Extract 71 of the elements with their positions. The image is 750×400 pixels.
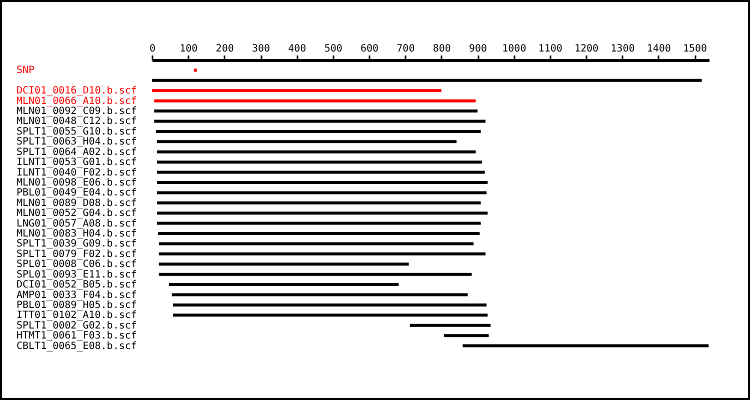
x-tick-label: 600 [360,44,379,54]
bar [154,110,478,113]
bar [169,283,399,286]
y-tick-label: MLN01_0098_E06.b.scf [16,177,137,188]
bar [152,89,442,92]
y-tick-label: MLN01_0048_C12.b.scf [16,116,137,128]
bar [158,252,486,256]
x-tick-label: 500 [324,44,342,54]
bar [154,120,486,123]
y-tick-label: ITT01_0102_A10.b.scf [16,310,137,322]
y-tick-label: ILNT1_0040_F02.b.scf [16,167,137,178]
x-tick-label: 200 [216,44,234,54]
y-tick-label: SPLT1_0055_G10.b.scf [16,126,137,138]
y-tick-label: SNP [16,65,35,76]
bar [172,303,487,306]
y-tick-label: SPLT1_0079_F02.b.scf [16,248,137,260]
y-tick-label: PBL01_0089_H05.b.scf [16,300,137,311]
bar [156,130,481,133]
x-tick-label: 700 [396,44,415,54]
bar [158,272,472,276]
bar [157,150,476,154]
x-tick-label: 1200 [574,44,599,54]
x-tick-label: 1300 [610,44,635,54]
bar [157,201,481,204]
bar [444,334,489,338]
y-tick-label: SPL01_0093_E11.b.scf [16,269,137,280]
x-tick-label: 400 [288,44,306,54]
bar [462,344,709,348]
y-tick-label: CBLT1_0065_E08.b.scf [16,340,137,352]
x-tick-label: 800 [432,44,451,54]
x-tick-label: 1000 [502,44,526,54]
y-tick-label: PBL01_0049_E04.b.scf [16,188,137,199]
x-tick-label: 1500 [682,44,708,54]
x-tick-label: 100 [180,44,198,54]
x-tick-label: 1100 [538,44,562,54]
bar [152,78,702,82]
bar [157,160,482,164]
y-tick-label: AMP01_0033_F04.b.scf [16,290,137,301]
bar [158,232,480,236]
bar [157,212,488,215]
y-tick-label: SPLT1_0063_H04.b.scf [16,136,137,148]
bar [172,293,468,296]
bar [157,170,485,174]
y-tick-label: SPL01_0008_C06.b.scf [16,259,137,270]
bar [158,262,409,266]
bar [194,68,197,72]
bar [172,314,488,317]
y-tick-label: DCI01_0052_B05.b.scf [16,280,137,291]
bar [157,180,488,184]
bar [157,140,457,144]
y-tick-label: MLN01_0052_G04.b.scf [16,208,137,220]
y-tick-label: MLN01_0066_A10.b.scf [16,96,137,107]
x-tick-label: 1400 [646,44,671,54]
x-tick-label: 0 [149,44,156,54]
y-tick-label: MLN01_0083_H04.b.scf [16,228,137,240]
y-tick-label: SPLT1_0039_G09.b.scf [16,238,137,250]
y-tick-label: SPLT1_0002_G02.b.scf [16,320,137,332]
y-tick-label: HTMT1_0061_F03.b.scf [16,330,137,342]
bar [154,99,476,102]
bar [157,222,481,225]
x-tick-label: 900 [468,44,488,54]
y-tick-label: MLN01_0092_C09.b.scf [16,106,137,118]
y-tick-label: LNG01_0057_A08.b.scf [16,218,137,230]
bar [158,242,474,246]
x-tick-label: 300 [252,44,270,54]
bar [157,191,487,194]
y-tick-label: DCI01_0016_D10.b.scf [16,86,137,97]
y-tick-label: MLN01_0089_D08.b.scf [16,198,137,209]
bar [410,324,491,327]
y-tick-label: ILNT1_0053_G01.b.scf [16,157,137,168]
y-tick-label: SPLT1_0064_A02.b.scf [16,146,137,158]
